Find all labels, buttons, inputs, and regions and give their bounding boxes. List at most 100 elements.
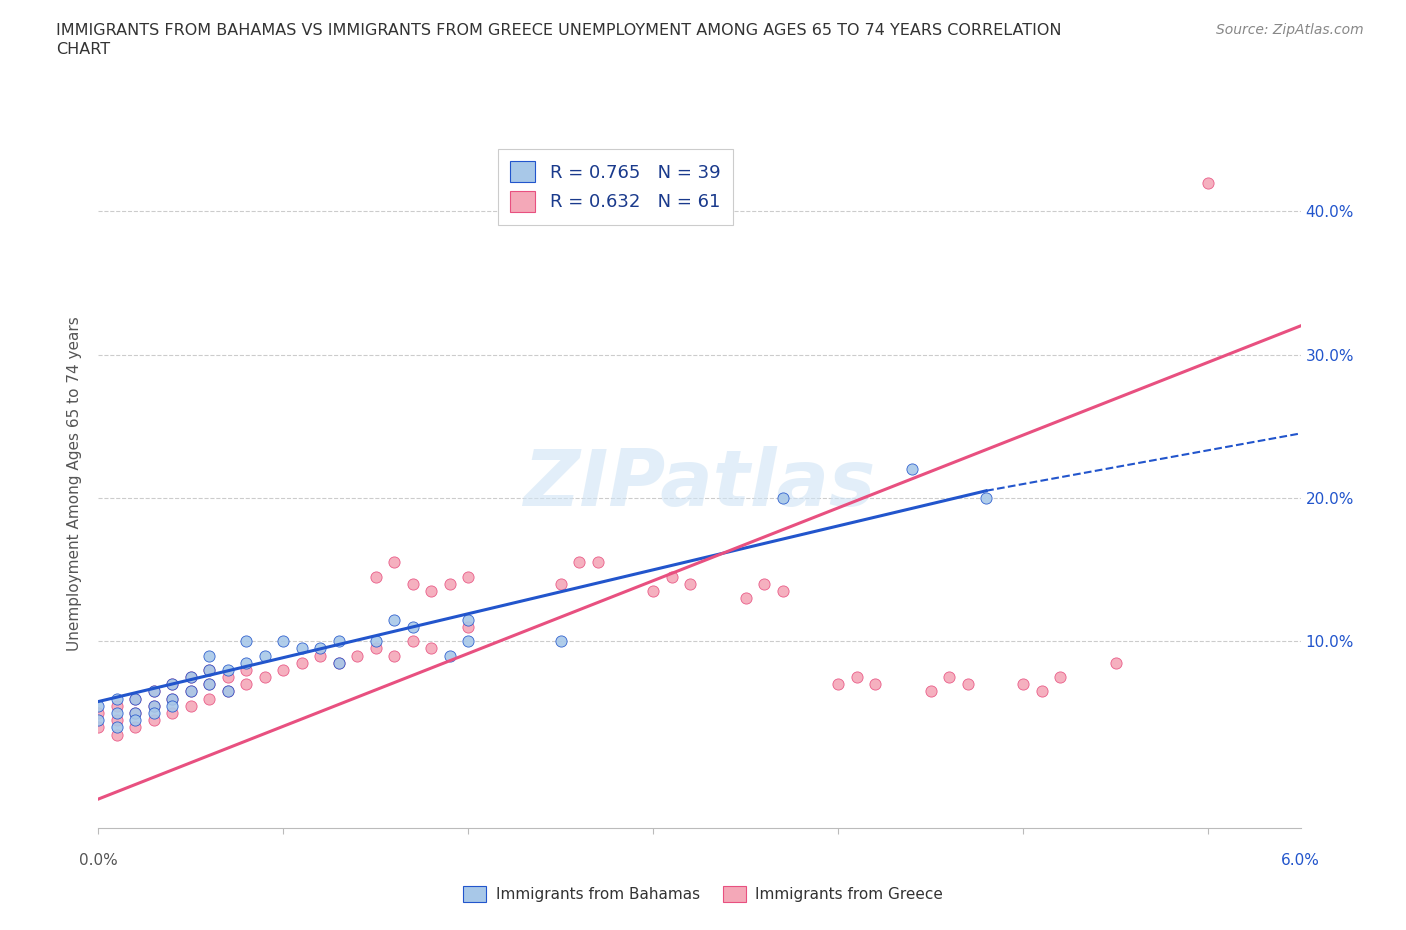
Point <box>105 727 128 742</box>
Point <box>827 677 849 692</box>
Point <box>643 584 665 599</box>
Point <box>550 577 572 591</box>
Point <box>754 577 776 591</box>
Text: 0.0%: 0.0% <box>79 853 118 868</box>
Point <box>105 706 128 721</box>
Point <box>235 656 257 671</box>
Point <box>457 619 479 634</box>
Point <box>142 684 165 699</box>
Point <box>142 684 165 699</box>
Point <box>217 684 239 699</box>
Point <box>863 677 886 692</box>
Point <box>457 634 479 649</box>
Point <box>198 677 221 692</box>
Legend: R = 0.765   N = 39, R = 0.632   N = 61: R = 0.765 N = 39, R = 0.632 N = 61 <box>498 149 733 224</box>
Point <box>162 677 184 692</box>
Point <box>235 634 257 649</box>
Point <box>217 662 239 677</box>
Point <box>162 691 184 706</box>
Text: Source: ZipAtlas.com: Source: ZipAtlas.com <box>1216 23 1364 37</box>
Point <box>124 706 146 721</box>
Point <box>291 656 314 671</box>
Point <box>273 662 295 677</box>
Point <box>87 698 110 713</box>
Point <box>124 720 146 735</box>
Point <box>291 641 314 656</box>
Point <box>402 577 425 591</box>
Point <box>105 698 128 713</box>
Text: 6.0%: 6.0% <box>1281 853 1320 868</box>
Point <box>1104 656 1126 671</box>
Point <box>105 712 128 727</box>
Point <box>309 648 332 663</box>
Point <box>1031 684 1053 699</box>
Point <box>346 648 368 663</box>
Text: ZIPatlas: ZIPatlas <box>523 445 876 522</box>
Point <box>180 684 202 699</box>
Point <box>550 634 572 649</box>
Point <box>124 706 146 721</box>
Y-axis label: Unemployment Among Ages 65 to 74 years: Unemployment Among Ages 65 to 74 years <box>67 316 83 651</box>
Point <box>402 619 425 634</box>
Point <box>162 691 184 706</box>
Point <box>956 677 979 692</box>
Point <box>180 670 202 684</box>
Point <box>142 706 165 721</box>
Point <box>772 490 794 505</box>
Point <box>198 648 221 663</box>
Point <box>253 670 276 684</box>
Point <box>124 691 146 706</box>
Point <box>235 677 257 692</box>
Point <box>901 462 924 477</box>
Point <box>734 591 756 605</box>
Point <box>845 670 868 684</box>
Point <box>364 641 387 656</box>
Point <box>142 698 165 713</box>
Point <box>364 569 387 584</box>
Point <box>142 712 165 727</box>
Point <box>198 691 221 706</box>
Point <box>920 684 942 699</box>
Point <box>162 698 184 713</box>
Point <box>938 670 960 684</box>
Point <box>328 656 350 671</box>
Point <box>661 569 683 584</box>
Point <box>87 706 110 721</box>
Point <box>198 662 221 677</box>
Point <box>105 720 128 735</box>
Text: CHART: CHART <box>56 42 110 57</box>
Point <box>328 656 350 671</box>
Point <box>586 555 609 570</box>
Point <box>142 698 165 713</box>
Point <box>420 641 443 656</box>
Legend: Immigrants from Bahamas, Immigrants from Greece: Immigrants from Bahamas, Immigrants from… <box>457 880 949 909</box>
Point <box>87 712 110 727</box>
Point <box>124 712 146 727</box>
Point <box>198 677 221 692</box>
Point <box>198 662 221 677</box>
Point <box>457 569 479 584</box>
Point <box>105 691 128 706</box>
Point <box>439 577 461 591</box>
Point <box>180 670 202 684</box>
Point <box>1049 670 1071 684</box>
Point <box>772 584 794 599</box>
Point <box>235 662 257 677</box>
Point <box>679 577 702 591</box>
Point <box>253 648 276 663</box>
Text: IMMIGRANTS FROM BAHAMAS VS IMMIGRANTS FROM GREECE UNEMPLOYMENT AMONG AGES 65 TO : IMMIGRANTS FROM BAHAMAS VS IMMIGRANTS FR… <box>56 23 1062 38</box>
Point <box>162 706 184 721</box>
Point <box>180 698 202 713</box>
Point <box>1012 677 1035 692</box>
Point <box>382 612 405 627</box>
Point <box>328 634 350 649</box>
Point <box>124 691 146 706</box>
Point <box>217 670 239 684</box>
Point <box>273 634 295 649</box>
Point <box>87 720 110 735</box>
Point <box>162 677 184 692</box>
Point <box>439 648 461 663</box>
Point <box>402 634 425 649</box>
Point <box>420 584 443 599</box>
Point <box>382 555 405 570</box>
